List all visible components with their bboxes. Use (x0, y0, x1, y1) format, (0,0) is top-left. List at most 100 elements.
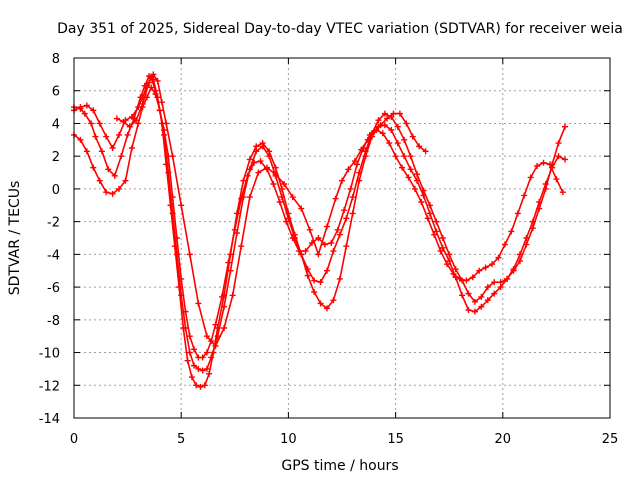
data-point (195, 365, 202, 372)
data-point (146, 79, 153, 86)
data-point (113, 115, 120, 122)
data-point (328, 239, 335, 246)
data-point (206, 370, 213, 377)
data-point (323, 223, 330, 230)
data-point (465, 307, 472, 313)
data-point (212, 321, 219, 328)
data-point (178, 202, 185, 209)
data-point (116, 185, 123, 192)
series-track-4 (113, 71, 429, 349)
data-point (315, 251, 322, 258)
data-point (542, 181, 549, 187)
series-track-2 (71, 74, 568, 374)
data-point (405, 174, 412, 181)
data-point (203, 333, 210, 340)
data-point (139, 100, 146, 107)
data-point (154, 77, 161, 84)
data-point (231, 226, 238, 233)
series-line (73, 76, 566, 372)
data-point (152, 91, 159, 97)
y-tick-label: -14 (39, 412, 60, 427)
data-point (306, 226, 313, 233)
data-point (459, 292, 466, 299)
data-point (529, 218, 536, 225)
data-point (409, 133, 416, 140)
data-point (195, 300, 202, 307)
data-point (330, 248, 337, 255)
data-point (169, 153, 176, 160)
data-point (336, 231, 343, 238)
data-point (362, 148, 369, 155)
x-tick-label: 25 (602, 432, 619, 447)
y-axis-label: SDTVAR / TECUs (7, 181, 23, 296)
data-point (156, 107, 163, 114)
data-point (103, 189, 110, 196)
data-point (77, 136, 84, 143)
y-tick-label: -4 (47, 248, 60, 263)
data-point (561, 156, 568, 163)
data-point (491, 290, 498, 297)
data-point (422, 148, 429, 155)
data-point (266, 153, 273, 160)
data-point (203, 365, 210, 372)
data-point (411, 185, 418, 192)
data-point (364, 136, 371, 143)
data-point (302, 248, 309, 255)
data-point (317, 279, 324, 286)
data-point (375, 117, 382, 124)
data-point (510, 266, 517, 273)
x-tick-label: 0 (70, 432, 78, 447)
tick-labels: 0 5 10 15 20 25 -14 -12 -10 -8 -6 -4 -2 0 2 4 6 8 (39, 52, 619, 447)
data-point (508, 228, 515, 235)
data-point (199, 367, 206, 374)
data-series (71, 71, 568, 390)
data-point (414, 171, 421, 178)
data-point (403, 120, 410, 127)
data-point (463, 277, 470, 284)
data-point (396, 110, 403, 117)
data-point (298, 251, 305, 258)
data-point (253, 148, 260, 155)
data-point (555, 153, 562, 160)
data-point (345, 166, 352, 173)
data-point (221, 325, 228, 331)
data-point (347, 185, 354, 192)
data-point (92, 133, 99, 140)
data-point (471, 308, 478, 315)
data-point (184, 357, 191, 364)
data-point (371, 128, 378, 135)
data-point (527, 174, 534, 181)
data-point (298, 205, 305, 212)
data-point (439, 235, 446, 241)
data-point (416, 143, 423, 150)
data-point (341, 207, 348, 214)
data-point (444, 261, 451, 268)
y-tick-label: 6 (52, 85, 60, 100)
data-point (133, 117, 140, 124)
data-point (401, 153, 408, 160)
data-point (270, 181, 277, 187)
y-tick-label: 0 (52, 183, 60, 198)
data-point (330, 297, 337, 304)
data-point (259, 143, 266, 150)
data-point (98, 148, 105, 155)
data-point (478, 293, 485, 300)
plot-frame (73, 57, 611, 419)
series-track-1 (71, 73, 568, 390)
data-point (482, 264, 489, 271)
data-point (553, 176, 560, 183)
x-tick-label: 15 (387, 432, 404, 447)
data-point (163, 161, 170, 168)
data-point (118, 153, 125, 160)
data-point (218, 293, 225, 300)
data-point (244, 172, 251, 179)
data-point (514, 210, 521, 217)
data-point (83, 148, 90, 155)
data-point (128, 145, 135, 151)
data-point (197, 383, 204, 390)
data-point (278, 194, 285, 201)
data-point (186, 251, 193, 258)
data-point (354, 161, 361, 168)
series-line (116, 73, 427, 347)
data-point (484, 284, 491, 291)
